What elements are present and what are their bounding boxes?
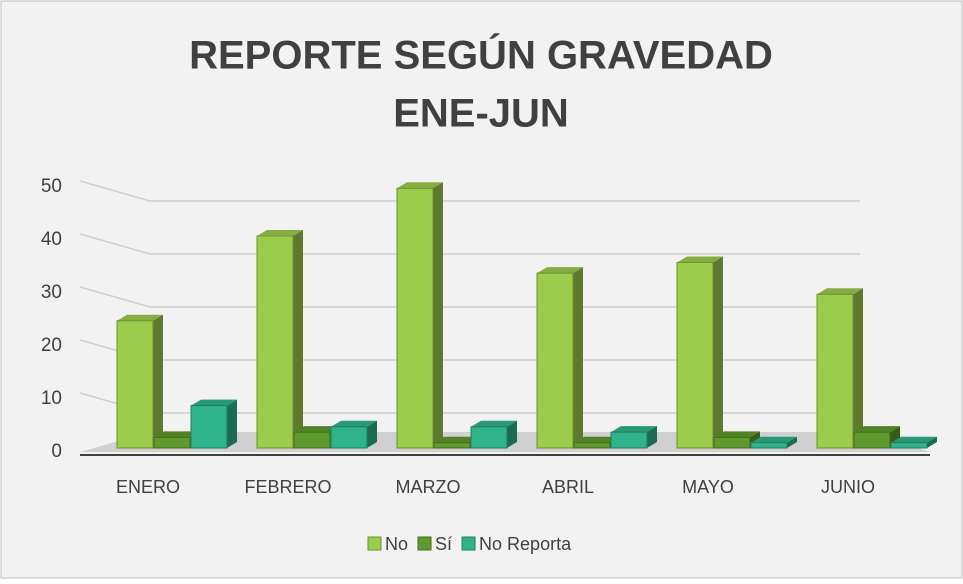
bar bbox=[676, 262, 714, 449]
bar bbox=[293, 431, 331, 449]
bar-top bbox=[257, 230, 303, 236]
bar-top bbox=[471, 420, 517, 427]
y-tick-label: 50 bbox=[41, 176, 62, 197]
x-tick-label: ABRIL bbox=[542, 477, 594, 497]
bar-top bbox=[117, 314, 163, 321]
bar bbox=[153, 436, 191, 449]
x-tick-label: MAYO bbox=[682, 477, 734, 497]
y-tick-label: 0 bbox=[51, 441, 62, 462]
bar bbox=[890, 442, 928, 449]
legend-label: Sí bbox=[435, 534, 452, 554]
bar-side bbox=[367, 420, 377, 448]
bar-side bbox=[153, 314, 163, 448]
bar bbox=[816, 293, 854, 449]
bar-side bbox=[713, 256, 723, 448]
bar-side bbox=[507, 420, 517, 448]
bar bbox=[256, 235, 294, 449]
bar-top bbox=[817, 288, 863, 295]
legend-swatch bbox=[367, 536, 382, 551]
bar-side bbox=[787, 436, 797, 448]
bar-side bbox=[573, 267, 583, 448]
bar-top bbox=[191, 399, 237, 406]
x-tick-label: FEBRERO bbox=[244, 477, 331, 497]
legend-swatch bbox=[417, 536, 432, 551]
bar bbox=[536, 272, 574, 449]
bar-top bbox=[537, 267, 583, 274]
x-tick-label: ENERO bbox=[116, 477, 180, 497]
bar bbox=[190, 405, 228, 449]
grid-line bbox=[79, 233, 860, 255]
bar-side bbox=[433, 182, 443, 449]
bar-top bbox=[714, 431, 760, 438]
grid-line bbox=[79, 286, 860, 308]
legend-label: No Reporta bbox=[479, 534, 572, 554]
legend-label: No bbox=[385, 534, 408, 554]
bar bbox=[610, 431, 648, 449]
y-tick-label: 30 bbox=[41, 282, 62, 303]
bar-top bbox=[154, 431, 200, 438]
bar-top bbox=[751, 436, 797, 443]
bar-top bbox=[434, 436, 480, 443]
bar bbox=[853, 431, 891, 449]
bar bbox=[470, 426, 508, 449]
bar-top bbox=[854, 426, 900, 433]
chart-title: REPORTE SEGÚN GRAVEDAD bbox=[189, 32, 773, 78]
bar-side bbox=[853, 288, 863, 448]
bar bbox=[750, 442, 788, 449]
y-tick-label: 40 bbox=[41, 229, 62, 250]
bar-side bbox=[647, 426, 657, 448]
bar-side bbox=[227, 399, 237, 448]
grid-line bbox=[79, 180, 860, 202]
bar bbox=[116, 320, 154, 449]
bar bbox=[713, 436, 751, 449]
bar-top bbox=[574, 436, 620, 443]
bar bbox=[573, 442, 611, 449]
bar-side bbox=[927, 436, 937, 448]
bar bbox=[396, 187, 434, 449]
bar-top bbox=[294, 426, 340, 433]
y-tick-label: 10 bbox=[41, 388, 62, 409]
x-tick-label: JUNIO bbox=[821, 477, 875, 497]
bar bbox=[330, 426, 368, 449]
bar-top bbox=[891, 436, 937, 443]
bar bbox=[433, 442, 471, 449]
bar-top bbox=[397, 182, 443, 189]
x-tick-label: MARZO bbox=[396, 477, 461, 497]
chart-title: ENE-JUN bbox=[393, 92, 569, 136]
bar-top bbox=[677, 256, 723, 263]
bar-top bbox=[331, 420, 377, 427]
legend-swatch bbox=[461, 536, 476, 551]
bar-top bbox=[611, 426, 657, 433]
bar-side bbox=[293, 230, 303, 448]
y-tick-label: 20 bbox=[41, 335, 62, 356]
